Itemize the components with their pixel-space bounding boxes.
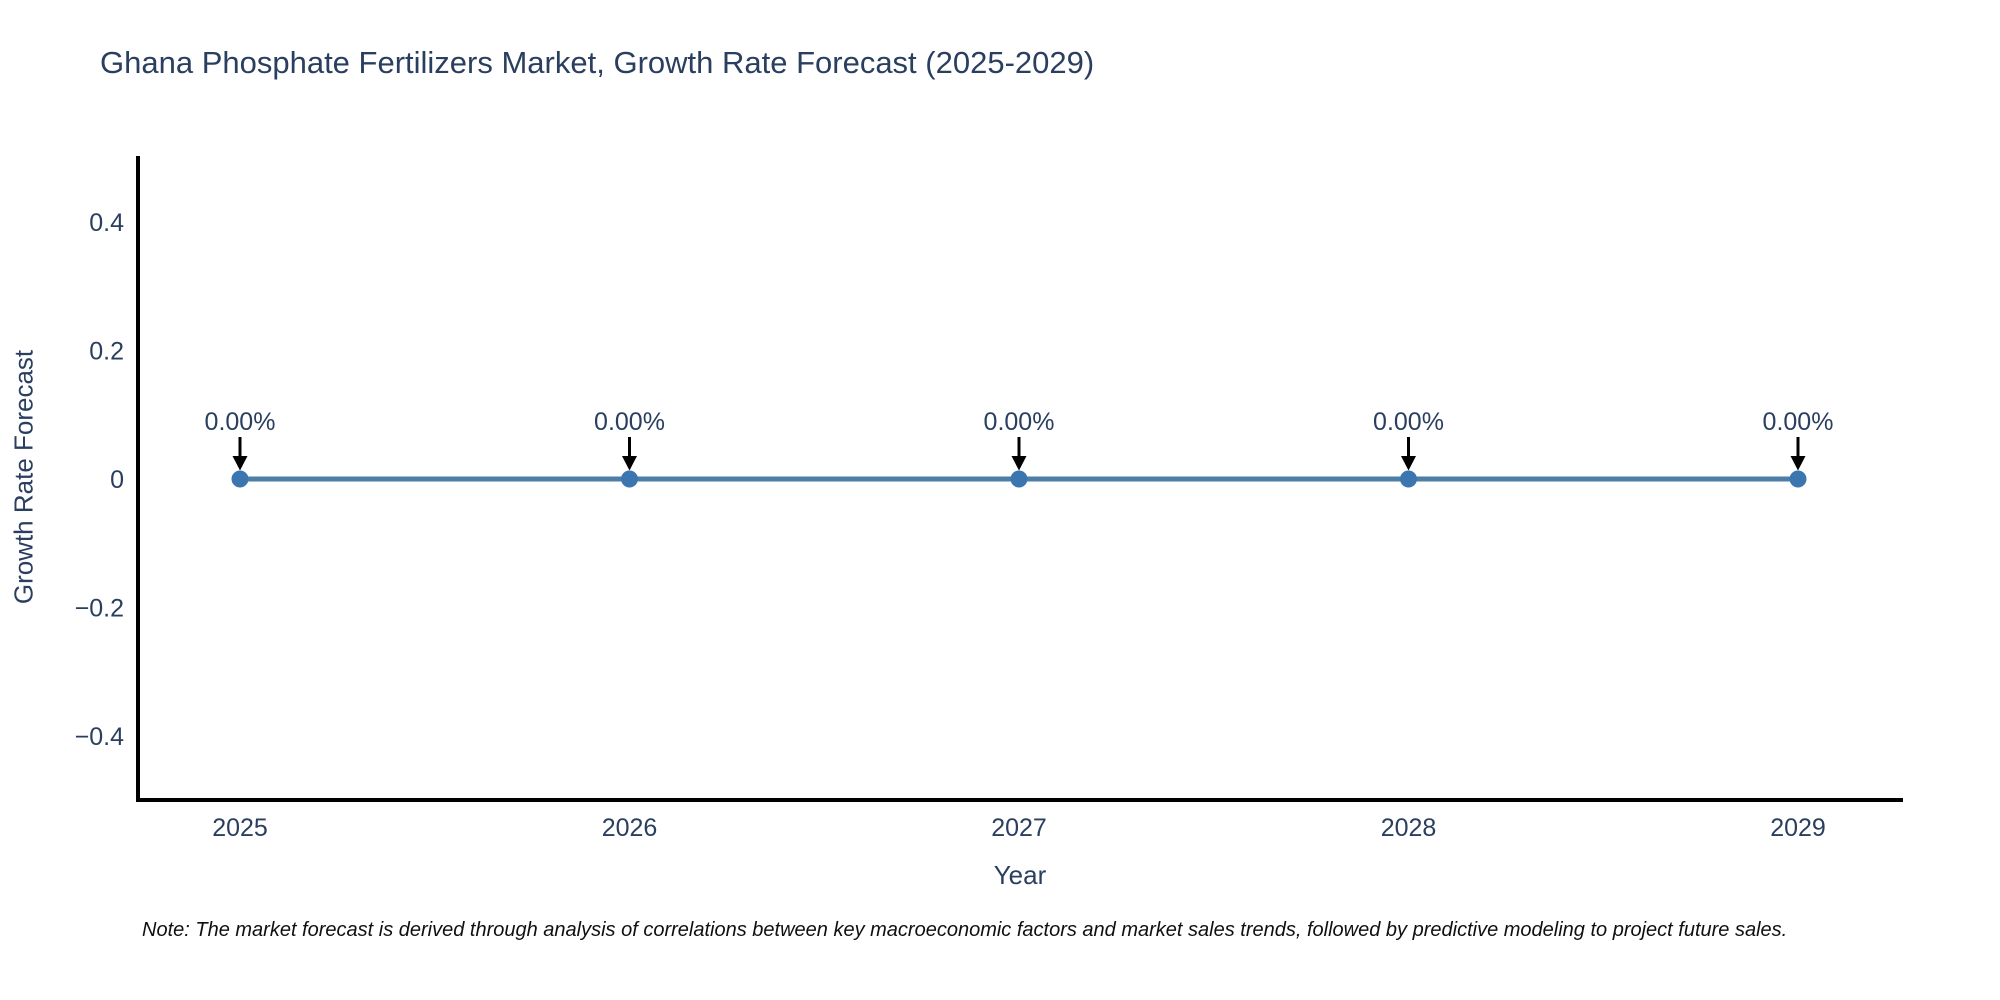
data-point-marker[interactable] (231, 470, 249, 488)
y-tick-label: 0.2 (89, 338, 124, 366)
x-tick-label: 2029 (1770, 814, 1826, 842)
annotation-label: 0.00% (984, 408, 1055, 436)
x-axis-title: Year (993, 860, 1047, 890)
x-tick-label: 2025 (212, 814, 268, 842)
annotation-arrowhead-icon (232, 456, 248, 471)
data-point-marker[interactable] (1400, 470, 1417, 488)
annotation-label: 0.00% (205, 408, 276, 436)
chart-title: Ghana Phosphate Fertilizers Market, Grow… (100, 45, 1095, 80)
y-tick-label: 0 (110, 466, 124, 494)
annotation-arrowhead-icon (1401, 456, 1416, 471)
data-point-marker[interactable] (1010, 470, 1028, 488)
x-tick-label: 2026 (602, 814, 658, 842)
data-point-marker[interactable] (1789, 470, 1807, 488)
data-point-marker[interactable] (621, 470, 638, 488)
x-tick-label: 2027 (991, 814, 1047, 842)
y-tick-label: −0.4 (75, 723, 124, 751)
y-tick-label: 0.4 (89, 209, 124, 237)
annotation-arrowhead-icon (1011, 456, 1027, 471)
annotation-label: 0.00% (594, 408, 665, 436)
annotation-arrowhead-icon (1790, 456, 1806, 471)
annotation-label: 0.00% (1763, 408, 1834, 436)
annotation-label: 0.00% (1373, 408, 1444, 436)
y-tick-label: −0.2 (75, 594, 124, 622)
x-tick-label: 2028 (1381, 814, 1437, 842)
footnote: Note: The market forecast is derived thr… (142, 919, 1788, 941)
annotation-arrowhead-icon (622, 456, 637, 471)
